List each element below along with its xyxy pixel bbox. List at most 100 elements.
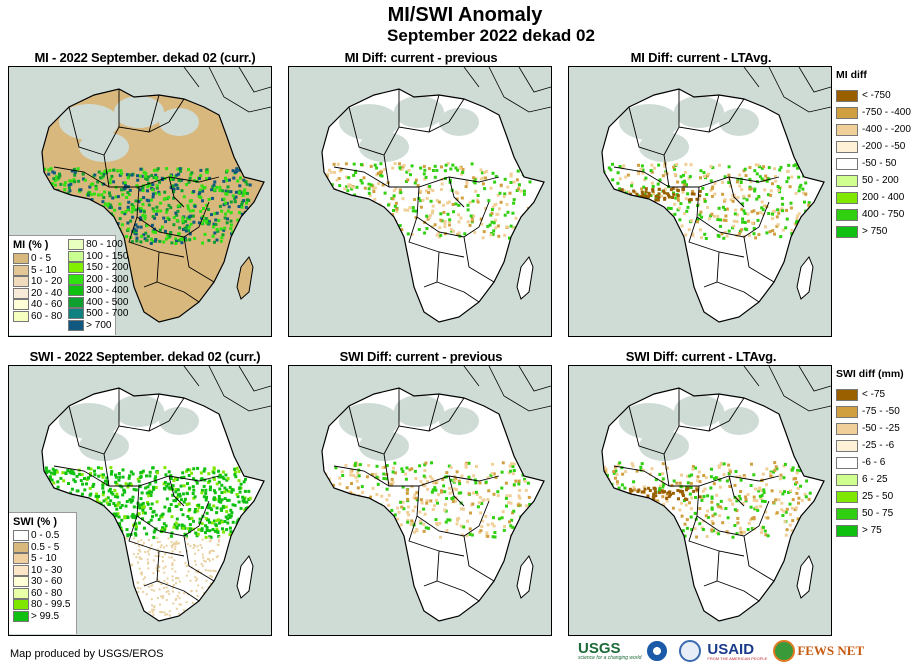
raster-cell xyxy=(363,509,367,512)
raster-cell xyxy=(640,236,644,240)
raster-cell xyxy=(658,178,662,182)
raster-cell xyxy=(735,180,739,184)
raster-cell xyxy=(193,510,197,514)
raster-cell xyxy=(233,470,237,474)
raster-cell xyxy=(764,174,768,178)
raster-cell xyxy=(64,471,68,475)
raster-cell xyxy=(658,205,662,209)
raster-cell xyxy=(760,200,764,204)
raster-cell xyxy=(156,167,160,171)
raster-cell xyxy=(725,479,729,483)
raster-cell xyxy=(451,163,455,167)
raster-cell xyxy=(603,492,607,496)
raster-cell xyxy=(155,205,159,209)
raster-cell xyxy=(442,484,446,488)
raster-cell xyxy=(85,482,88,486)
raster-cell xyxy=(215,238,219,242)
raster-cell xyxy=(683,179,687,183)
raster-cell xyxy=(480,222,484,226)
raster-cell xyxy=(92,482,96,486)
raster-cell xyxy=(697,198,701,201)
raster-cell xyxy=(705,535,709,538)
raster-cell xyxy=(439,218,443,222)
country-border xyxy=(696,186,770,238)
raster-cell xyxy=(614,526,618,530)
raster-cell xyxy=(179,237,183,241)
raster-cell xyxy=(446,162,450,166)
raster-cell xyxy=(130,602,133,605)
raster-cell xyxy=(781,492,785,496)
raster-cell xyxy=(235,528,238,532)
raster-cell xyxy=(710,500,714,504)
raster-cell xyxy=(175,478,179,481)
raster-cell xyxy=(430,490,434,494)
raster-cell xyxy=(422,529,426,533)
panel-title-swi-current: SWI - 2022 September. dekad 02 (curr.) xyxy=(29,349,261,364)
raster-cell xyxy=(112,502,116,505)
raster-cell xyxy=(167,236,171,240)
raster-cell xyxy=(94,220,98,224)
raster-cell xyxy=(742,209,746,213)
raster-cell xyxy=(658,487,662,491)
raster-cell xyxy=(335,501,339,505)
raster-cell xyxy=(214,570,217,573)
raster-cell xyxy=(401,470,405,473)
raster-layer xyxy=(322,395,532,539)
raster-cell xyxy=(106,480,110,484)
raster-cell xyxy=(449,228,453,231)
raster-cell xyxy=(80,225,84,229)
raster-cell xyxy=(48,218,51,222)
raster-cell xyxy=(752,498,756,502)
raster-cell xyxy=(356,471,360,475)
raster-cell xyxy=(187,527,191,531)
raster-cell xyxy=(108,534,112,538)
noaa-logo xyxy=(647,641,668,661)
raster-cell xyxy=(131,563,134,566)
raster-cell xyxy=(422,474,426,478)
raster-cell xyxy=(225,221,229,225)
raster-cell xyxy=(236,218,240,222)
desert-patch xyxy=(114,395,164,427)
country-border xyxy=(463,67,480,88)
raster-cell xyxy=(207,221,211,225)
raster-cell xyxy=(139,550,142,553)
raster-cell xyxy=(785,217,789,221)
raster-cell xyxy=(125,173,129,177)
country-border xyxy=(103,453,220,487)
legend-title: SWI diff (mm) xyxy=(836,368,904,380)
raster-cell xyxy=(676,188,680,192)
raster-cell xyxy=(200,221,204,225)
raster-cell xyxy=(246,466,250,470)
raster-cell xyxy=(131,512,135,516)
raster-cell xyxy=(63,228,67,232)
raster-cell xyxy=(245,506,249,510)
raster-cell xyxy=(731,502,735,506)
raster-cell xyxy=(108,502,111,506)
raster-cell xyxy=(379,513,382,517)
raster-cell xyxy=(124,482,128,486)
raster-cell xyxy=(179,603,182,606)
raster-cell xyxy=(743,476,747,479)
raster-cell xyxy=(646,512,650,516)
raster-cell xyxy=(98,176,102,180)
raster-cell xyxy=(203,591,205,594)
raster-cell xyxy=(339,198,343,202)
raster-cell xyxy=(425,501,429,505)
raster-cell xyxy=(489,213,493,217)
raster-cell xyxy=(170,541,173,544)
raster-cell xyxy=(713,477,716,481)
legend-label: 30 - 60 xyxy=(31,576,63,588)
legend-item: 80 - 100 xyxy=(68,239,128,251)
raster-cell xyxy=(690,192,694,196)
raster-cell xyxy=(646,504,650,508)
legend-item: 0 - 0.5 xyxy=(13,530,72,542)
raster-cell xyxy=(96,227,100,231)
raster-cell xyxy=(136,586,139,589)
raster-cell xyxy=(227,489,230,493)
raster-cell xyxy=(617,486,621,490)
raster-cell xyxy=(155,186,159,190)
raster-cell xyxy=(90,206,93,210)
raster-cell xyxy=(164,220,167,224)
legend-item: -6 - 6 xyxy=(836,454,904,471)
raster-cell xyxy=(791,519,795,523)
